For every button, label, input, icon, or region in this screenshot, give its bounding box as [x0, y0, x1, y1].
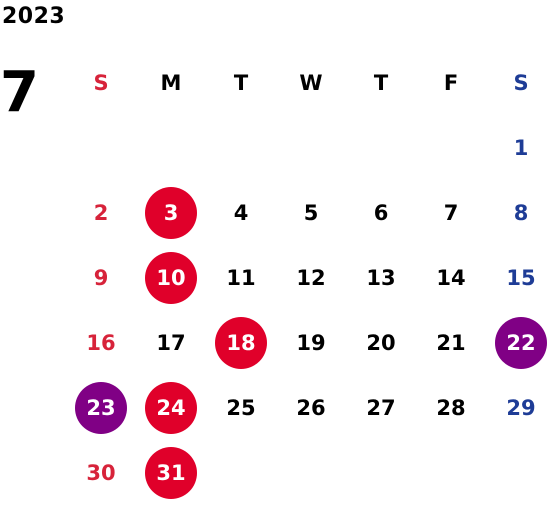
day-cell-empty — [206, 115, 276, 180]
day-number: 25 — [226, 395, 256, 420]
day-cell[interactable]: 4 — [206, 180, 276, 245]
day-cell-holiday[interactable]: 24 — [136, 375, 206, 440]
day-number: 16 — [86, 330, 116, 355]
day-cell-empty — [66, 115, 136, 180]
day-number: 14 — [436, 265, 466, 290]
day-cell[interactable]: 25 — [206, 375, 276, 440]
day-number: 11 — [226, 265, 256, 290]
weekday-header-friday: F — [443, 70, 459, 95]
day-cell[interactable]: 5 — [276, 180, 346, 245]
weekday-header-tuesday: T — [233, 70, 249, 95]
day-number: 12 — [296, 265, 326, 290]
day-number: 28 — [436, 395, 466, 420]
day-number: 30 — [86, 460, 116, 485]
weekday-header-wednesday: W — [299, 70, 323, 95]
day-cell-empty — [206, 440, 276, 505]
day-cell[interactable]: 12 — [276, 245, 346, 310]
day-cell-empty — [346, 440, 416, 505]
day-number-circle: 3 — [145, 186, 197, 239]
calendar-grid: S M T W T F S 1 2 3 4 5 6 7 8 9 10 11 12… — [66, 50, 548, 505]
day-number: 20 — [366, 330, 396, 355]
weekday-header-thursday: T — [373, 70, 389, 95]
day-cell-holiday[interactable]: 3 — [136, 180, 206, 245]
day-cell-empty — [486, 440, 548, 505]
day-cell[interactable]: 17 — [136, 310, 206, 375]
day-cell[interactable]: 14 — [416, 245, 486, 310]
year-label: 2023 — [2, 4, 66, 29]
day-cell-empty — [276, 115, 346, 180]
day-number: 1 — [513, 135, 529, 160]
day-cell[interactable]: 8 — [486, 180, 548, 245]
day-cell[interactable]: 1 — [486, 115, 548, 180]
weekday-header-saturday: S — [513, 70, 529, 95]
day-number: 13 — [366, 265, 396, 290]
day-number: 5 — [303, 200, 319, 225]
day-number: 4 — [233, 200, 249, 225]
day-cell[interactable]: 21 — [416, 310, 486, 375]
day-number-circle: 31 — [145, 446, 197, 499]
day-cell[interactable]: 27 — [346, 375, 416, 440]
day-cell-special[interactable]: 22 — [486, 310, 548, 375]
day-cell-holiday[interactable]: 18 — [206, 310, 276, 375]
day-number-circle: 24 — [145, 381, 197, 434]
day-number-circle: 10 — [145, 251, 197, 304]
day-number: 21 — [436, 330, 466, 355]
day-number: 27 — [366, 395, 396, 420]
day-cell-empty — [136, 115, 206, 180]
day-cell[interactable]: 19 — [276, 310, 346, 375]
day-cell-empty — [416, 115, 486, 180]
day-cell[interactable]: 6 — [346, 180, 416, 245]
day-cell-empty — [416, 440, 486, 505]
day-cell[interactable]: 7 — [416, 180, 486, 245]
day-cell[interactable]: 15 — [486, 245, 548, 310]
day-number-circle: 22 — [495, 316, 547, 369]
day-cell[interactable]: 30 — [66, 440, 136, 505]
day-number: 19 — [296, 330, 326, 355]
day-number-circle: 23 — [75, 381, 127, 434]
day-number: 29 — [506, 395, 536, 420]
day-number: 9 — [93, 265, 109, 290]
day-number: 7 — [443, 200, 459, 225]
day-cell-empty — [276, 440, 346, 505]
day-number: 2 — [93, 200, 109, 225]
day-number: 6 — [373, 200, 389, 225]
day-cell[interactable]: 11 — [206, 245, 276, 310]
day-cell[interactable]: 9 — [66, 245, 136, 310]
day-cell-empty — [346, 115, 416, 180]
weekday-header-monday: M — [160, 70, 182, 95]
day-cell[interactable]: 28 — [416, 375, 486, 440]
day-number: 8 — [513, 200, 529, 225]
weekday-header-sunday: S — [93, 70, 109, 95]
day-cell[interactable]: 16 — [66, 310, 136, 375]
day-cell-special[interactable]: 23 — [66, 375, 136, 440]
day-cell[interactable]: 26 — [276, 375, 346, 440]
month-number: 7 — [0, 60, 39, 125]
day-cell[interactable]: 29 — [486, 375, 548, 440]
day-cell[interactable]: 2 — [66, 180, 136, 245]
day-number: 15 — [506, 265, 536, 290]
day-cell-holiday[interactable]: 10 — [136, 245, 206, 310]
day-cell-holiday[interactable]: 31 — [136, 440, 206, 505]
day-cell[interactable]: 13 — [346, 245, 416, 310]
day-number-circle: 18 — [215, 316, 267, 369]
day-cell[interactable]: 20 — [346, 310, 416, 375]
day-number: 26 — [296, 395, 326, 420]
day-number: 17 — [156, 330, 186, 355]
